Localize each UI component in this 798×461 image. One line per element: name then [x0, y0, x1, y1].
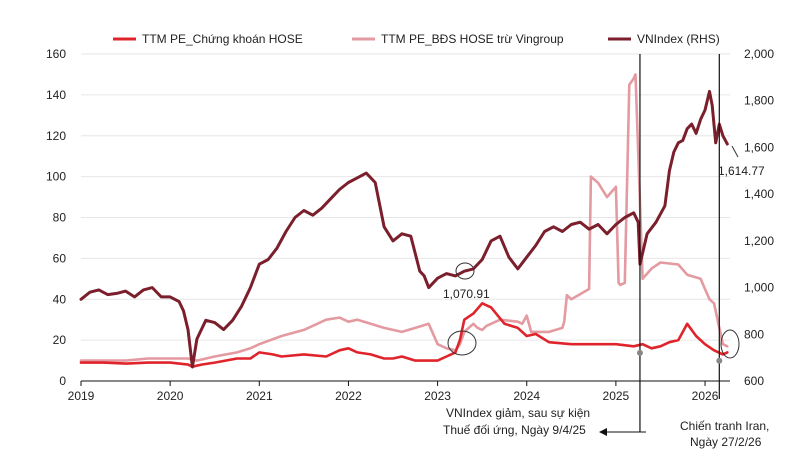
last-value-leader	[731, 145, 739, 158]
y-left-tick-label: 0	[59, 374, 66, 388]
y-left-tick-label: 100	[46, 170, 66, 184]
y-right-tick-label: 600	[744, 374, 764, 388]
x-tick-label: 2025	[603, 389, 630, 403]
pe-2026-circle	[720, 329, 740, 359]
series-line-pe-hose	[79, 301, 729, 369]
legend-label-pe-hose: TTM PE_Chứng khoán HOSE	[142, 32, 303, 46]
x-tick-label: 2020	[157, 389, 184, 403]
x-tick-label: 2024	[513, 389, 540, 403]
y-right-tick-label: 1,000	[744, 281, 774, 295]
event1-arrow-head	[599, 428, 607, 436]
y-right-tick-label: 1,200	[744, 234, 774, 248]
y-right-tick-label: 2,000	[744, 47, 774, 61]
series-line-vnindex	[79, 89, 729, 369]
legend-label-vnindex: VNIndex (RHS)	[637, 32, 720, 46]
y-left-tick-label: 80	[53, 211, 67, 225]
x-tick-label: 2022	[335, 389, 362, 403]
event-marker-dot	[636, 349, 643, 356]
event1-label-line1: VNIndex giảm, sau sự kiện	[446, 406, 590, 420]
y-right-tick-label: 1,800	[744, 94, 774, 108]
event1-label-line2: Thuế đối ứng, Ngày 9/4/25	[443, 423, 586, 437]
y-left-tick-label: 140	[46, 88, 66, 102]
low-point-circle	[455, 262, 475, 280]
y-left-tick-label: 120	[46, 129, 66, 143]
y-left-tick-label: 40	[53, 292, 67, 306]
x-tick-label: 2026	[692, 389, 719, 403]
y-right-tick-label: 1,600	[744, 140, 774, 154]
pe-2023-circle	[447, 330, 477, 356]
event-markers	[636, 54, 723, 432]
legend: TTM PE_Chứng khoán HOSE TTM PE_BĐS HOSE …	[113, 32, 720, 46]
series-lines	[79, 73, 729, 369]
x-tick-label: 2021	[246, 389, 273, 403]
y-left-tick-label: 20	[53, 333, 67, 347]
y-left-tick-label: 60	[53, 251, 67, 265]
last-value-label: 1,614.77	[718, 164, 765, 178]
x-tick-label: 2019	[68, 389, 95, 403]
x-tick-label: 2023	[424, 389, 451, 403]
series-line-pe-bds	[79, 73, 729, 362]
event-marker-dot	[716, 357, 723, 364]
axes: 2019 2020 2021 2022 2023 2024 2025 2026 0 20 40 60 8…	[46, 47, 774, 403]
legend-label-pe-bds: TTM PE_BĐS HOSE trừ Vingroup	[381, 32, 564, 46]
y-right-tick-label: 1,400	[744, 187, 774, 201]
low-value-label: 1,070.91	[443, 287, 490, 301]
event2-label-line1: Chiến tranh Iran,	[680, 419, 769, 433]
y-left-tick-label: 160	[46, 47, 66, 61]
annotations: 1,070.91 1,614.77 VNIndex giảm, sau sự k…	[443, 145, 769, 449]
event2-label-line2: Ngày 27/2/26	[690, 435, 762, 449]
y-right-tick-label: 800	[744, 327, 764, 341]
